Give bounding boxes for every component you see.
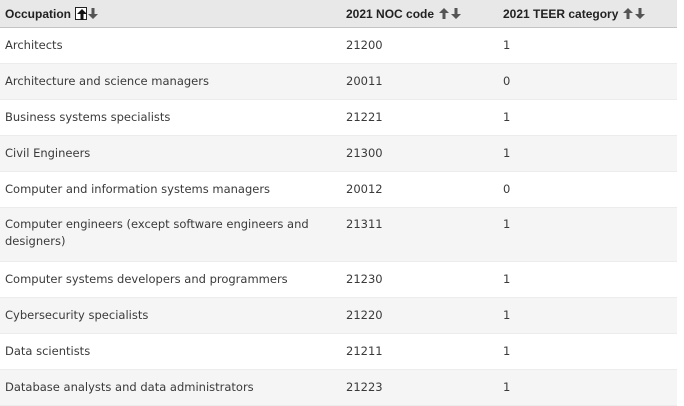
occupation-cell: Civil Engineers: [5, 146, 91, 160]
occupation-cell: Computer and information systems manager…: [5, 182, 271, 196]
table-row: Civil Engineers 21300 1: [0, 136, 677, 172]
table-header-row: Occupation 2021 NOC code: [0, 0, 677, 28]
table-row: Business systems specialists 21221 1: [0, 100, 677, 136]
column-header-occupation: Occupation: [0, 0, 341, 27]
occupation-cell: Data scientists: [5, 344, 91, 358]
column-header-teer-label: 2021 TEER category: [503, 6, 619, 21]
noc-code-cell: 21230: [346, 272, 383, 286]
occupation-cell: Database analysts and data administrator…: [5, 380, 254, 394]
arrow-down-icon: [635, 8, 646, 19]
arrow-down-icon: [451, 8, 462, 19]
table-row: Computer and information systems manager…: [0, 172, 677, 208]
sort-controls-teer: [622, 7, 646, 20]
table-row: Cybersecurity specialists 21220 1: [0, 298, 677, 334]
teer-category-cell: 1: [503, 344, 511, 358]
table-row: Computer systems developers and programm…: [0, 262, 677, 298]
occupation-cell: Architects: [5, 38, 63, 52]
sort-descending-teer-button[interactable]: [634, 7, 646, 20]
column-header-noc-label: 2021 NOC code: [346, 6, 435, 21]
occupation-cell: Cybersecurity specialists: [5, 308, 149, 322]
teer-category-cell: 1: [503, 272, 511, 286]
column-header-noc: 2021 NOC code: [341, 0, 499, 27]
teer-category-cell: 0: [503, 182, 511, 196]
teer-category-cell: 0: [503, 74, 511, 88]
sort-ascending-noc-button[interactable]: [438, 7, 450, 20]
noc-code-cell: 21311: [346, 217, 383, 231]
noc-code-cell: 21200: [346, 38, 383, 52]
arrow-up-icon: [623, 8, 634, 19]
noc-code-cell: 21220: [346, 308, 383, 322]
noc-code-cell: 20012: [346, 182, 383, 196]
sort-controls-noc: [438, 7, 462, 20]
teer-category-cell: 1: [503, 380, 511, 394]
occupation-cell: Computer systems developers and programm…: [5, 272, 288, 286]
column-header-occupation-label: Occupation: [5, 6, 72, 21]
table-row: Computer engineers (except software engi…: [0, 208, 677, 262]
arrow-up-icon: [77, 9, 88, 20]
sort-ascending-occupation-button[interactable]: [75, 7, 88, 20]
column-header-teer: 2021 TEER category: [499, 0, 677, 27]
arrow-up-icon: [439, 8, 450, 19]
noc-code-cell: 21211: [346, 344, 383, 358]
noc-code-cell: 21223: [346, 380, 383, 394]
sort-controls-occupation: [75, 7, 99, 20]
sort-ascending-teer-button[interactable]: [622, 7, 634, 20]
teer-category-cell: 1: [503, 38, 511, 52]
occupation-cell: Architecture and science managers: [5, 74, 209, 88]
sort-descending-noc-button[interactable]: [450, 7, 462, 20]
noc-code-cell: 21300: [346, 146, 383, 160]
noc-code-cell: 21221: [346, 110, 383, 124]
table-row: Data scientists 21211 1: [0, 334, 677, 370]
table-row: Database analysts and data administrator…: [0, 370, 677, 406]
occupation-cell: Computer engineers (except software engi…: [5, 217, 309, 248]
teer-category-cell: 1: [503, 217, 511, 231]
teer-category-cell: 1: [503, 110, 511, 124]
occupation-cell: Business systems specialists: [5, 110, 171, 124]
teer-category-cell: 1: [503, 308, 511, 322]
table-row: Architects 21200 1: [0, 28, 677, 64]
noc-code-cell: 20011: [346, 74, 383, 88]
sort-descending-occupation-button[interactable]: [87, 7, 99, 20]
teer-category-cell: 1: [503, 146, 511, 160]
table-row: Architecture and science managers 20011 …: [0, 64, 677, 100]
arrow-down-icon: [88, 8, 99, 19]
